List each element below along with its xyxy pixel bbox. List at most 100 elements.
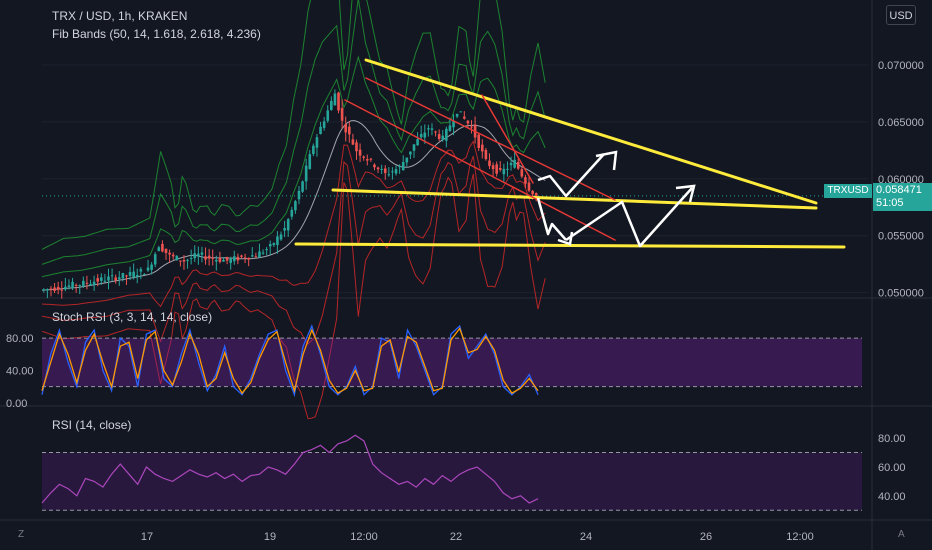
rsi-tick-label: 40.00 (878, 491, 906, 503)
candle-body (64, 286, 67, 290)
candle-body (351, 139, 355, 145)
candle-body (380, 168, 383, 170)
time-tick-label: 12:00 (350, 531, 378, 543)
candle-body (312, 145, 315, 154)
candle-body (333, 93, 337, 106)
candle-body (398, 166, 401, 168)
candle-body (527, 182, 531, 191)
candle-body (114, 277, 117, 281)
candle-body (455, 113, 459, 117)
candle-body (365, 159, 369, 161)
candle-body (229, 258, 232, 263)
candle-body (430, 128, 434, 130)
candle-body (107, 276, 110, 281)
candle-body (204, 256, 207, 260)
candle-body (103, 280, 107, 282)
candle-body (179, 260, 182, 262)
triangle-lower-trendline (331, 188, 818, 210)
candle-body (117, 277, 121, 280)
fib-upper-band-3 (41, 0, 546, 250)
candle-body (373, 164, 376, 168)
candle-body (459, 111, 463, 113)
candle-body (308, 154, 312, 169)
candle-body (283, 228, 286, 231)
candle-body (186, 259, 189, 261)
candle-body (157, 247, 161, 252)
symbol-tag: TRXUSD (824, 184, 872, 198)
candle-body (164, 248, 168, 253)
price-tick-label: 0.050000 (878, 288, 924, 300)
candle-body (92, 281, 96, 286)
candle-body (189, 257, 193, 259)
price-tick-label: 0.055000 (878, 231, 924, 243)
candle-body (513, 159, 516, 168)
currency-button[interactable]: USD (886, 5, 916, 25)
candle-body (60, 289, 64, 291)
stoch-tick-label: 80.00 (6, 333, 34, 345)
candle-body (250, 255, 254, 257)
stoch-rsi-label[interactable]: Stoch RSI (3, 3, 14, 14, close) (52, 310, 213, 324)
candle-body (42, 289, 46, 291)
candle-body (182, 260, 186, 262)
candle-body (452, 120, 455, 128)
candle-body (261, 252, 265, 254)
candle-body (495, 164, 498, 174)
candle-body (409, 151, 412, 155)
stoch-rsi-pane[interactable] (41, 324, 862, 398)
candle-body (82, 280, 85, 286)
candle-body (128, 272, 132, 276)
candle-body (153, 254, 157, 265)
candle-body (445, 128, 448, 141)
candle-body (484, 150, 488, 160)
fib-upper-band-2 (41, 0, 546, 265)
fib-bands-label[interactable]: Fib Bands (50, 14, 1.618, 2.618, 4.236) (52, 27, 261, 41)
channel-lower-line (344, 99, 616, 241)
price-pane[interactable] (41, 0, 868, 420)
candle-body (326, 110, 330, 121)
time-tick-label: 12:00 (786, 531, 814, 543)
candle-body (319, 126, 322, 134)
arrow-head (675, 184, 696, 203)
candle-body (193, 253, 197, 259)
candle-body (121, 272, 125, 279)
candle-body (337, 92, 340, 111)
rsi-tick-label: 80.00 (878, 433, 906, 445)
candle-body (437, 134, 441, 139)
candle-body (376, 167, 380, 170)
zoom-button[interactable]: Z (18, 529, 25, 540)
candle-body (197, 253, 200, 257)
candle-body (240, 255, 243, 257)
candle-body (480, 144, 484, 152)
rsi-label[interactable]: RSI (14, close) (52, 418, 132, 432)
candle-body (215, 259, 218, 262)
candle-body (225, 257, 229, 261)
candle-body (304, 165, 308, 182)
candle-body (477, 134, 480, 148)
fib-lower-band-3 (41, 173, 546, 420)
auto-scale-button[interactable]: A (898, 529, 905, 540)
candle-body (96, 278, 100, 282)
last-price-tag: 0.058471 51:05 (873, 183, 932, 211)
candle-body (100, 277, 103, 281)
candle-body (330, 100, 333, 110)
candle-body (146, 267, 150, 271)
candle-body (161, 243, 164, 252)
candle-body (394, 169, 398, 174)
candle-body (200, 252, 204, 255)
candle-body (441, 135, 445, 140)
candle-body (279, 234, 283, 240)
candle-body (89, 283, 92, 286)
candle-body (132, 271, 135, 278)
candle-body (254, 256, 258, 258)
candle-body (383, 168, 387, 174)
rsi-tick-label: 60.00 (878, 462, 906, 474)
rsi-pane[interactable] (41, 434, 862, 511)
candle-body (139, 269, 143, 272)
projection-arrow-up (537, 153, 605, 198)
symbol-title[interactable]: TRX / USD, 1h, KRAKEN (52, 9, 188, 23)
candle-body (401, 162, 405, 171)
fib-upper-band-1 (41, 55, 546, 278)
stoch-tick-label: 0.00 (6, 398, 27, 410)
time-tick-label: 24 (580, 531, 592, 543)
